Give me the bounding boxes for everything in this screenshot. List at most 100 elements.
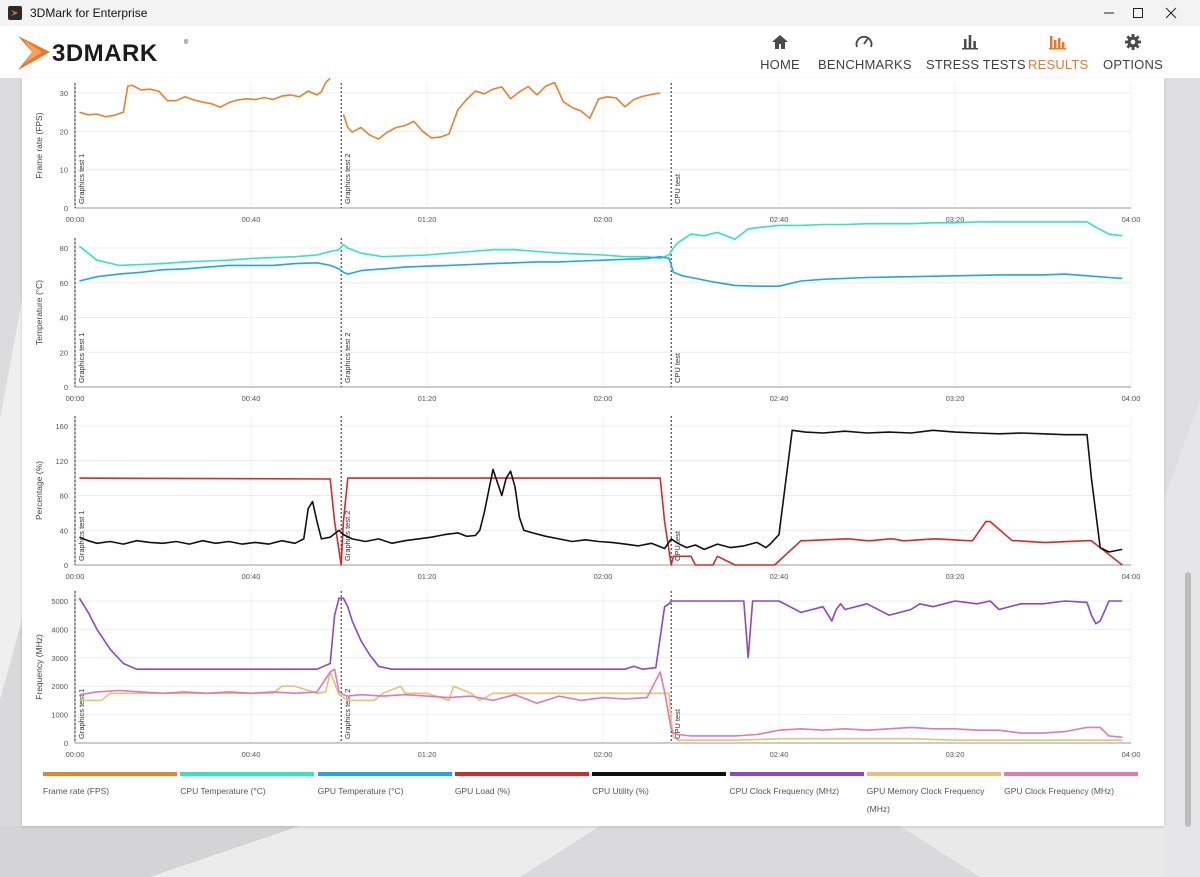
nav-benchmarks-label: BENCHMARKS <box>818 57 912 72</box>
test-marker-label: CPU test <box>673 708 682 739</box>
x-tick-label: 00:00 <box>66 394 85 403</box>
legend-item[interactable]: GPU Load (%) <box>454 772 589 800</box>
legend-label: CPU Temperature (°C) <box>180 786 266 796</box>
legend-swatch <box>1004 772 1139 776</box>
speedometer-icon <box>855 35 873 48</box>
x-tick-label: 01:20 <box>418 394 437 403</box>
minimize-button[interactable] <box>1086 0 1132 26</box>
gear-icon <box>1125 34 1141 50</box>
maximize-icon <box>1133 8 1143 18</box>
chart-2: 0 20 40 60 80 00:00 00:40 01:20 02:00 02:40 03:20 0… <box>34 221 1140 403</box>
x-tick-label: 00:40 <box>242 394 261 403</box>
test-marker-label: Graphics test 2 <box>343 511 352 561</box>
3dmark-logo: 3DMARK ® <box>18 36 189 70</box>
x-tick-label: 00:40 <box>242 215 261 224</box>
window-title: 3DMark for Enterprise <box>30 6 148 20</box>
legend-swatch <box>592 772 727 776</box>
nav-results[interactable]: RESULTS <box>1028 26 1088 78</box>
x-tick-label: 01:20 <box>418 215 437 224</box>
legend-swatch <box>43 772 177 776</box>
series-line-1-1 <box>79 77 331 118</box>
y-tick-label: 0 <box>64 739 68 748</box>
x-tick-label: 00:40 <box>242 572 261 581</box>
test-marker-label: CPU test <box>673 530 682 561</box>
legend-item[interactable]: CPU Temperature (°C) <box>180 772 315 800</box>
y-tick-label: 40 <box>60 314 68 323</box>
legend-item[interactable]: CPU Utility (%) <box>592 772 727 800</box>
chart-4: 0 1000 2000 3000 4000 5000 00:00 00:40 01:20 02:0… <box>34 591 1140 759</box>
results-chart-icon <box>1049 36 1066 50</box>
legend-label: GPU Temperature (°C) <box>317 786 404 796</box>
y-axis-label: Frame rate (FPS) <box>34 112 44 178</box>
test-marker-label: CPU test <box>673 352 682 383</box>
test-marker-label: Graphics test 2 <box>343 689 352 739</box>
chart-1: 0 10 20 30 00:00 00:40 01:20 02:00 02:40 03:20 04:… <box>34 77 1141 224</box>
x-tick-label: 03:20 <box>946 394 965 403</box>
legend-item[interactable]: Frame rate (FPS) <box>43 772 177 800</box>
x-tick-label: 02:00 <box>594 572 613 581</box>
close-icon <box>1165 7 1177 19</box>
y-tick-label: 30 <box>60 89 68 98</box>
y-tick-label: 20 <box>60 348 68 357</box>
x-tick-label: 02:40 <box>770 572 789 581</box>
nav-benchmarks[interactable]: BENCHMARKS <box>818 26 912 78</box>
legend-swatch <box>729 772 864 776</box>
legend-item[interactable]: CPU Clock Frequency (MHz) <box>729 772 864 800</box>
scrollbar-thumb[interactable] <box>1185 572 1191 827</box>
y-tick-label: 0 <box>64 204 68 213</box>
y-tick-label: 80 <box>60 244 68 253</box>
app-icon <box>8 6 22 20</box>
svg-text:®: ® <box>184 39 189 46</box>
legend-item[interactable]: GPU Memory Clock Frequency (MHz) <box>866 772 1001 818</box>
series-line-2-1 <box>78 221 1123 267</box>
home-icon <box>772 35 788 49</box>
nav-stress-tests[interactable]: STRESS TESTS <box>926 26 1025 78</box>
legend-swatch <box>454 772 589 776</box>
legend-swatch <box>317 772 452 776</box>
x-tick-label: 01:20 <box>418 750 437 759</box>
bar-chart-icon <box>962 35 978 50</box>
y-tick-label: 20 <box>60 127 68 136</box>
nav-options-label: OPTIONS <box>1103 57 1163 72</box>
x-tick-label: 03:20 <box>946 750 965 759</box>
nav-home[interactable]: HOME <box>752 26 808 78</box>
test-marker-label: Graphics test 1 <box>77 689 86 739</box>
y-tick-label: 160 <box>55 422 68 431</box>
legend-label: CPU Utility (%) <box>592 786 649 796</box>
close-button[interactable] <box>1148 0 1194 26</box>
legend-item[interactable]: GPU Clock Frequency (MHz) <box>1004 772 1139 800</box>
series-line-1-2 <box>342 81 661 140</box>
x-tick-label: 02:00 <box>594 394 613 403</box>
x-tick-label: 00:00 <box>66 215 85 224</box>
x-tick-label: 04:00 <box>1122 572 1141 581</box>
series-line-2-2 <box>79 255 1123 287</box>
y-tick-label: 60 <box>60 279 68 288</box>
nav-home-label: HOME <box>760 57 800 72</box>
test-marker-label: Graphics test 1 <box>77 154 86 204</box>
legend-label: GPU Memory Clock Frequency (MHz) <box>866 786 985 814</box>
y-tick-label: 3000 <box>51 654 68 663</box>
monitoring-charts: 0 10 20 30 00:00 00:40 01:20 02:00 02:40 03:20 04:… <box>34 77 1141 759</box>
chart-legend: Frame rate (FPS) CPU Temperature (°C) GPU … <box>43 772 1143 822</box>
legend-label: Frame rate (FPS) <box>43 786 110 796</box>
x-tick-label: 04:00 <box>1122 215 1141 224</box>
x-tick-label: 02:40 <box>770 750 789 759</box>
y-axis-label: Temperature (°C) <box>34 280 44 345</box>
nav-options[interactable]: OPTIONS <box>1102 26 1164 78</box>
y-tick-label: 0 <box>64 561 68 570</box>
test-marker-label: Graphics test 2 <box>343 154 352 204</box>
test-marker-label: Graphics test 2 <box>343 333 352 383</box>
series-line-3-2 <box>79 429 1123 553</box>
x-tick-label: 01:20 <box>418 572 437 581</box>
x-tick-label: 02:00 <box>594 750 613 759</box>
app-header: 3DMARK ® HOME BENCHMARKS STRESS TESTS <box>0 26 1200 78</box>
y-tick-label: 1000 <box>51 711 68 720</box>
legend-item[interactable]: GPU Temperature (°C) <box>317 772 452 800</box>
x-tick-label: 00:40 <box>242 750 261 759</box>
legend-label: GPU Clock Frequency (MHz) <box>1004 786 1115 796</box>
x-tick-label: 03:20 <box>946 215 965 224</box>
series-line-4-3 <box>79 668 1123 739</box>
series-line-4-1 <box>78 597 1123 671</box>
x-tick-label: 02:40 <box>770 215 789 224</box>
maximize-button[interactable] <box>1115 0 1161 26</box>
